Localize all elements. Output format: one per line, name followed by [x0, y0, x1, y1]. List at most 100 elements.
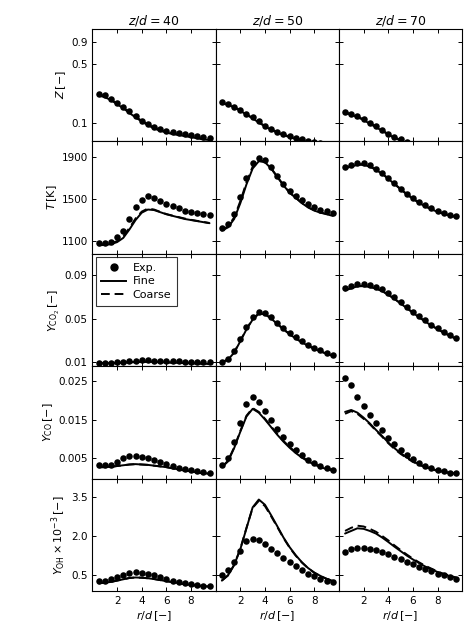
Point: [317, 574, 324, 584]
Title: $z/d = 40$: $z/d = 40$: [128, 13, 180, 28]
Point: [273, 127, 281, 137]
Point: [415, 141, 423, 151]
Point: [354, 279, 361, 289]
Point: [391, 439, 398, 449]
Point: [415, 311, 423, 321]
Point: [323, 463, 330, 473]
Point: [286, 185, 293, 196]
Point: [409, 139, 417, 149]
Point: [452, 148, 460, 158]
Point: [317, 204, 324, 215]
Point: [169, 461, 176, 471]
Point: [169, 576, 176, 586]
Point: [95, 89, 102, 99]
Point: [218, 357, 226, 367]
Point: [107, 459, 115, 470]
Point: [384, 433, 392, 443]
Point: [144, 569, 152, 579]
Point: [440, 327, 447, 337]
Point: [391, 293, 398, 303]
Point: [434, 569, 441, 579]
Point: [440, 570, 447, 580]
Point: [175, 203, 182, 213]
Point: [144, 119, 152, 130]
Point: [163, 126, 170, 136]
Point: [181, 206, 189, 216]
Point: [230, 557, 238, 567]
Point: [323, 139, 330, 150]
Point: [372, 164, 380, 174]
X-axis label: $r/d\,[-]$: $r/d\,[-]$: [259, 609, 295, 622]
Y-axis label: $T\,[\mathrm{K}]$: $T\,[\mathrm{K}]$: [45, 185, 59, 210]
Point: [95, 358, 102, 368]
Point: [187, 206, 195, 217]
Point: [378, 547, 386, 557]
Legend: Exp., Fine, Coarse: Exp., Fine, Coarse: [96, 257, 177, 306]
Point: [267, 124, 275, 134]
Point: [218, 97, 226, 107]
Point: [347, 160, 355, 171]
Point: [175, 357, 182, 367]
Point: [181, 464, 189, 474]
Point: [224, 565, 232, 575]
Point: [249, 112, 256, 123]
Point: [428, 566, 435, 576]
Point: [200, 357, 207, 367]
Point: [200, 208, 207, 219]
Point: [329, 577, 337, 587]
Point: [138, 452, 146, 462]
Point: [354, 158, 361, 169]
Point: [354, 392, 361, 402]
Point: [280, 179, 287, 189]
Point: [138, 195, 146, 205]
Point: [101, 576, 109, 586]
Point: [329, 465, 337, 475]
Point: [267, 312, 275, 323]
X-axis label: $r/d\,[-]$: $r/d\,[-]$: [136, 609, 172, 622]
Point: [403, 189, 410, 199]
Point: [366, 544, 374, 554]
Point: [323, 576, 330, 586]
Point: [113, 573, 121, 583]
Point: [107, 358, 115, 368]
Point: [156, 124, 164, 134]
Point: [446, 572, 454, 582]
Point: [150, 570, 158, 580]
Point: [292, 332, 300, 343]
Point: [126, 214, 133, 224]
Point: [286, 131, 293, 141]
Point: [150, 355, 158, 366]
Point: [378, 425, 386, 435]
Point: [317, 461, 324, 471]
Point: [101, 90, 109, 100]
Point: [107, 574, 115, 585]
Point: [378, 125, 386, 135]
Point: [206, 210, 213, 220]
Point: [452, 333, 460, 343]
Point: [403, 137, 410, 147]
Point: [452, 212, 460, 222]
Point: [360, 543, 367, 553]
Point: [224, 219, 232, 229]
Point: [261, 539, 269, 549]
Point: [156, 196, 164, 206]
Point: [298, 450, 306, 461]
Point: [366, 118, 374, 128]
Point: [95, 576, 102, 586]
Point: [421, 315, 429, 325]
Point: [163, 459, 170, 469]
Point: [323, 206, 330, 216]
Point: [255, 397, 263, 408]
Point: [249, 534, 256, 544]
Point: [341, 162, 349, 173]
Point: [391, 551, 398, 562]
Point: [187, 357, 195, 367]
Point: [156, 356, 164, 366]
Point: [280, 433, 287, 443]
Point: [273, 318, 281, 328]
Point: [323, 348, 330, 358]
Title: $z/d = 50$: $z/d = 50$: [252, 13, 303, 28]
Point: [243, 399, 250, 410]
Point: [304, 339, 312, 350]
Point: [409, 307, 417, 317]
